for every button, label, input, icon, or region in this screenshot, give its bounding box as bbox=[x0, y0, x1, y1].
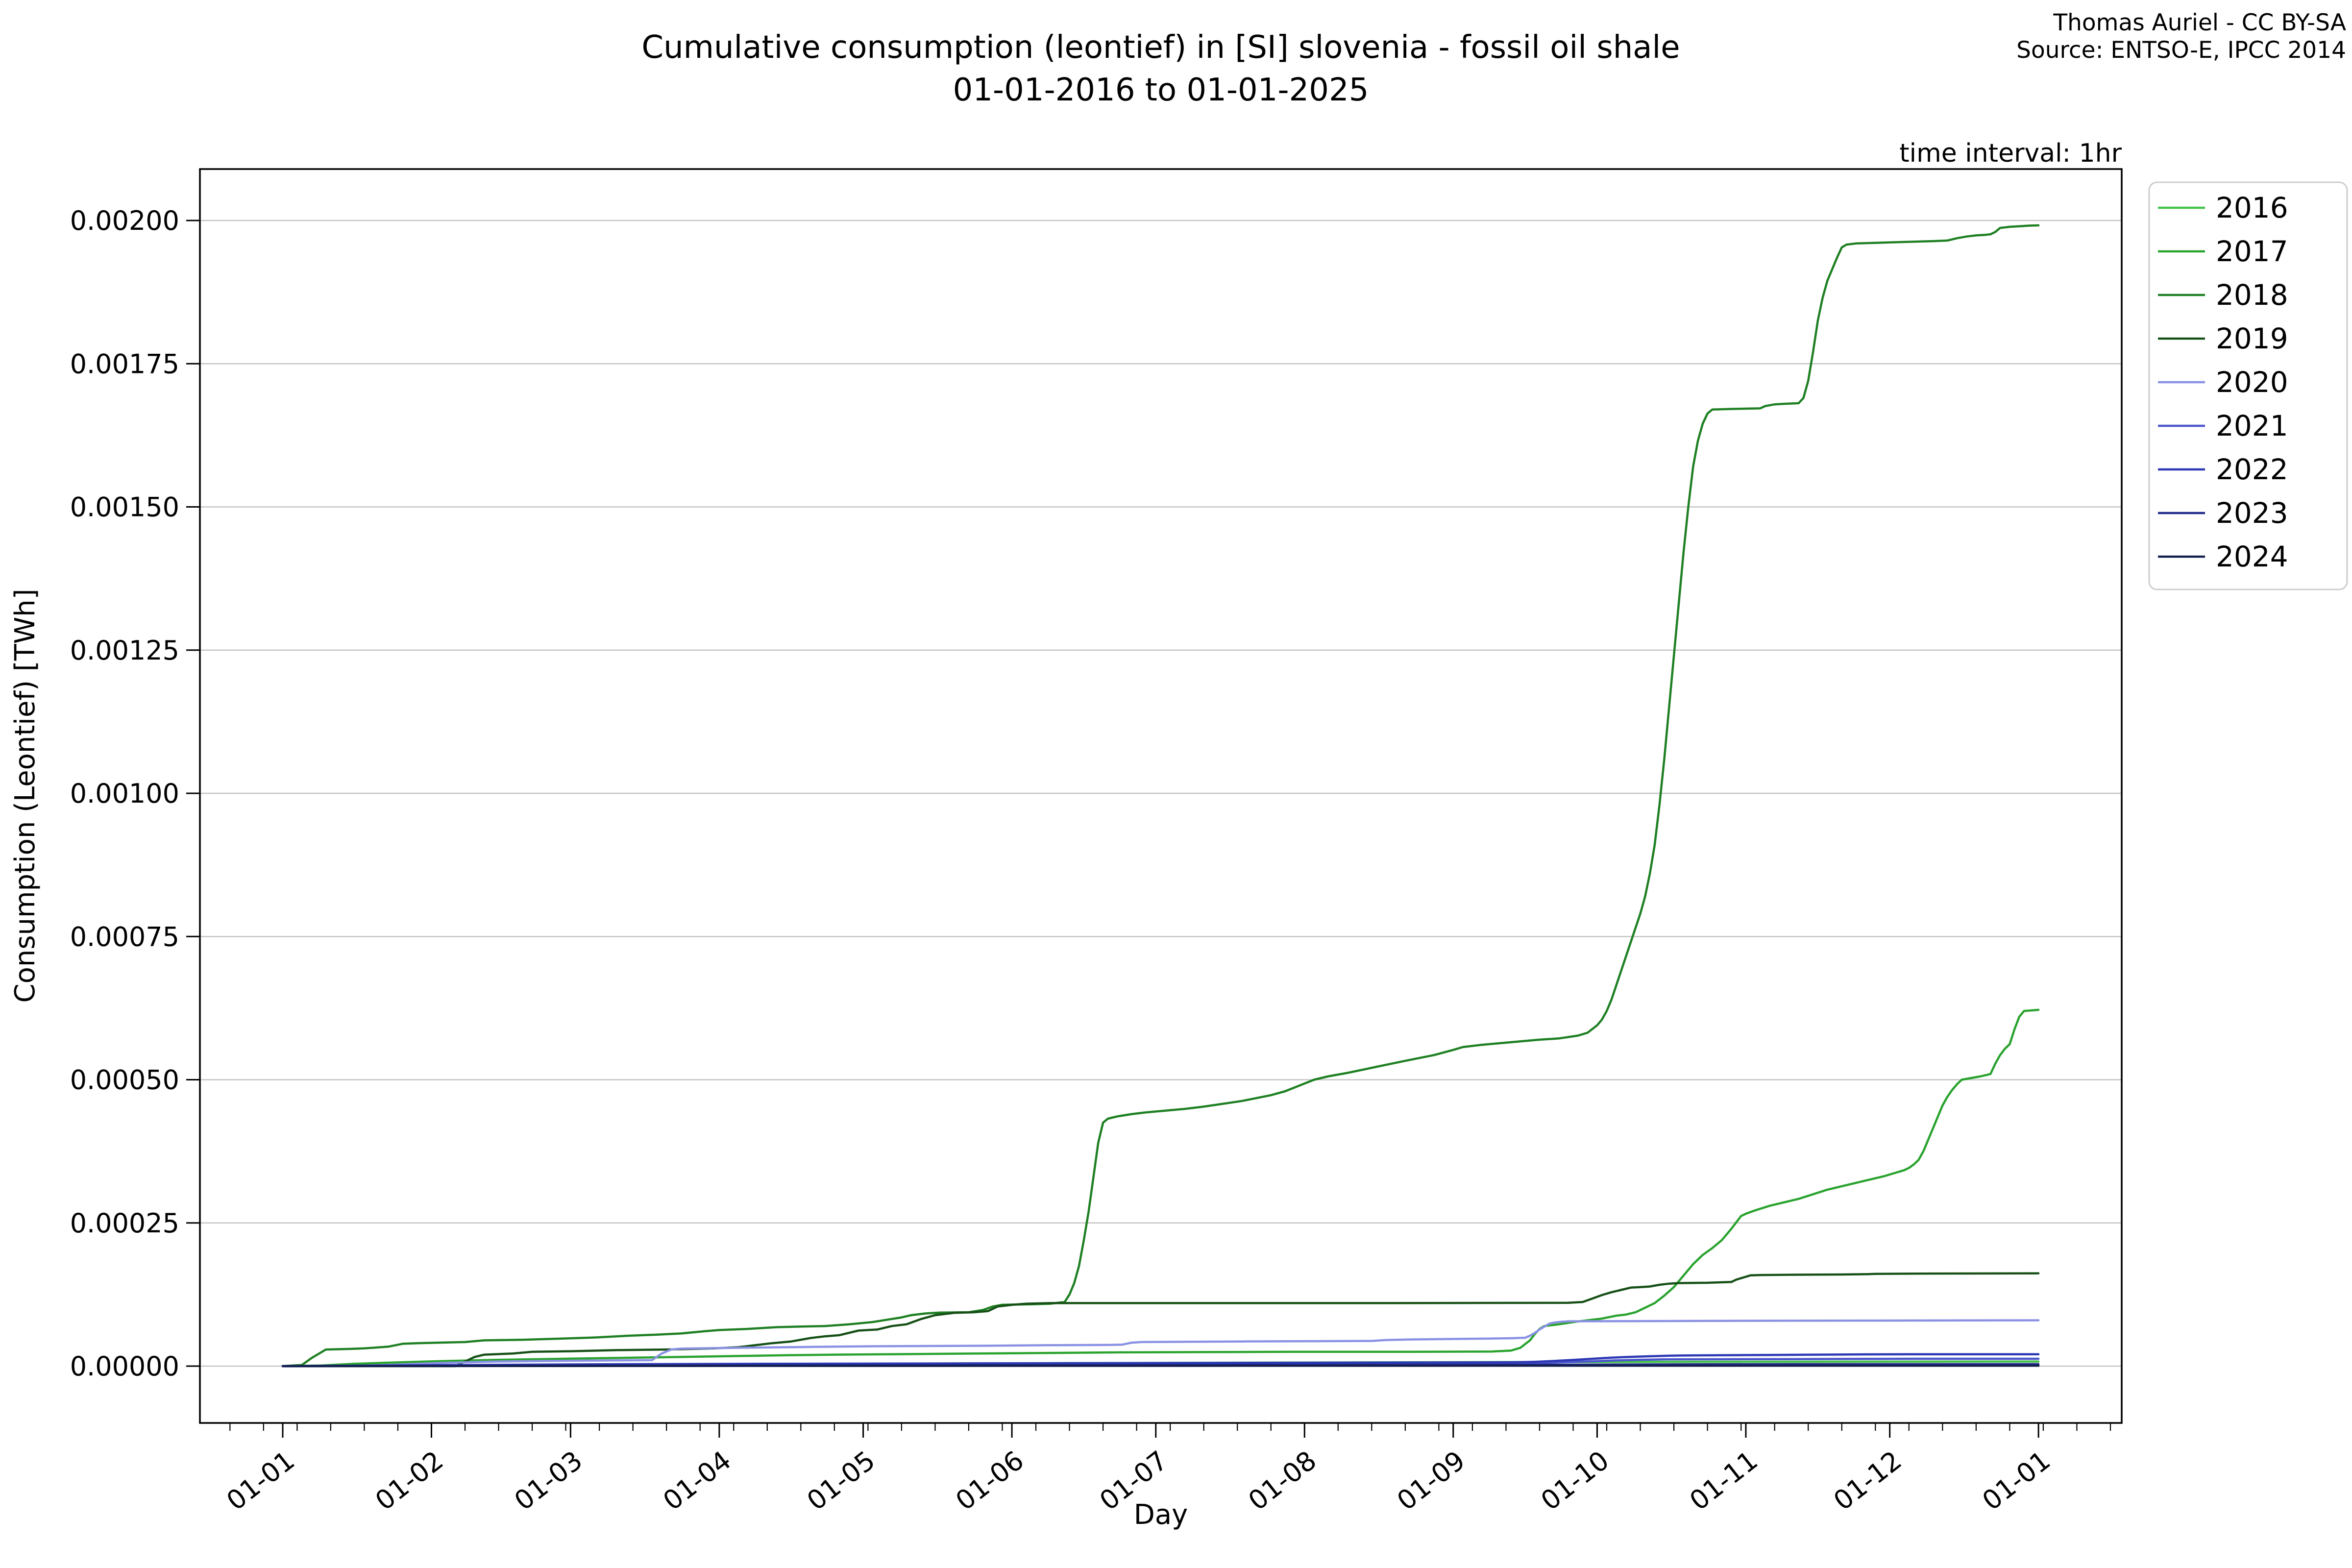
gridlines bbox=[200, 220, 2122, 1367]
x-axis-label: Day bbox=[1134, 1499, 1188, 1531]
legend-label-2022: 2022 bbox=[2216, 453, 2288, 486]
chart-title-line2: 01-01-2016 to 01-01-2025 bbox=[953, 72, 1369, 108]
x-tick-label: 01-08 bbox=[1243, 1445, 1322, 1517]
y-tick-label: 0.00025 bbox=[70, 1208, 179, 1239]
legend-label-2017: 2017 bbox=[2216, 235, 2288, 268]
legend-label-2020: 2020 bbox=[2216, 366, 2288, 399]
x-tick-label: 01-01 bbox=[1977, 1445, 2056, 1517]
legend-label-2016: 2016 bbox=[2216, 191, 2288, 224]
legend-label-2021: 2021 bbox=[2216, 409, 2288, 442]
y-tick-label: 0.00175 bbox=[70, 348, 179, 379]
legend-label-2019: 2019 bbox=[2216, 322, 2288, 355]
chart-title-line1: Cumulative consumption (leontief) in [SI… bbox=[641, 29, 1680, 66]
x-tick-label: 01-11 bbox=[1684, 1445, 1764, 1517]
x-tick-label: 01-03 bbox=[509, 1445, 588, 1517]
y-tick-label: 0.00075 bbox=[70, 921, 179, 952]
x-tick-label: 01-05 bbox=[801, 1445, 881, 1517]
x-tick-label: 01-04 bbox=[657, 1445, 736, 1517]
legend: 2016 2017 2018 2019 2020 2021 2022 2023 2024 bbox=[2148, 181, 2348, 590]
y-tick-label: 0.00050 bbox=[70, 1065, 179, 1096]
axis-ticks bbox=[186, 220, 2111, 1438]
y-tick-label: 0.00125 bbox=[70, 635, 179, 666]
series-lines bbox=[281, 224, 2040, 1368]
legend-label-2023: 2023 bbox=[2216, 496, 2288, 530]
y-tick-label: 0.00100 bbox=[70, 778, 179, 809]
plot-border bbox=[199, 168, 2123, 1424]
y-tick-label: 0.00200 bbox=[70, 205, 179, 236]
series-line-2020 bbox=[281, 1319, 2040, 1368]
legend-label-2024: 2024 bbox=[2216, 540, 2288, 573]
series-line-2017 bbox=[281, 1008, 2040, 1368]
y-tick-label: 0.00000 bbox=[70, 1351, 179, 1382]
time-interval-annotation: time interval: 1hr bbox=[1899, 139, 2122, 168]
x-tick-label: 01-02 bbox=[369, 1445, 449, 1517]
credit-line1: Thomas Auriel - CC BY-SA bbox=[2053, 9, 2346, 36]
y-axis-label: Consumption (Leontief) [TWh] bbox=[9, 588, 41, 1003]
x-tick-label: 01-12 bbox=[1828, 1445, 1907, 1517]
legend-box bbox=[2148, 181, 2348, 590]
x-tick-label: 01-09 bbox=[1391, 1445, 1470, 1517]
credit-line2: Source: ENTSO-E, IPCC 2014 bbox=[2016, 37, 2346, 64]
x-tick-label: 01-01 bbox=[221, 1445, 300, 1517]
plot-frame bbox=[199, 168, 2123, 1424]
series-line-2022 bbox=[281, 1353, 2040, 1368]
x-tick-label: 01-10 bbox=[1535, 1445, 1615, 1517]
series-line-2018 bbox=[281, 224, 2040, 1368]
y-tick-label: 0.00150 bbox=[70, 492, 179, 523]
x-tick-label: 01-06 bbox=[950, 1445, 1029, 1517]
legend-label-2018: 2018 bbox=[2216, 278, 2288, 312]
